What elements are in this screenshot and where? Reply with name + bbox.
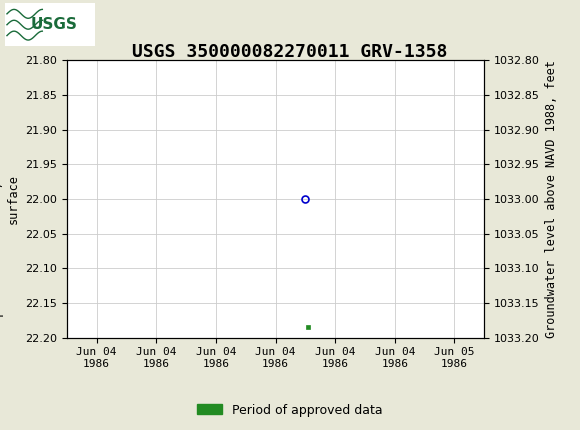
Y-axis label: Groundwater level above NAVD 1988, feet: Groundwater level above NAVD 1988, feet	[545, 60, 559, 338]
Y-axis label: Depth to water level, feet below land
surface: Depth to water level, feet below land su…	[0, 67, 19, 331]
Text: USGS: USGS	[31, 17, 78, 32]
Bar	[5, 3, 95, 46]
Legend: Period of approved data: Period of approved data	[192, 399, 388, 421]
Text: USGS 350000082270011 GRV-1358: USGS 350000082270011 GRV-1358	[132, 43, 448, 61]
